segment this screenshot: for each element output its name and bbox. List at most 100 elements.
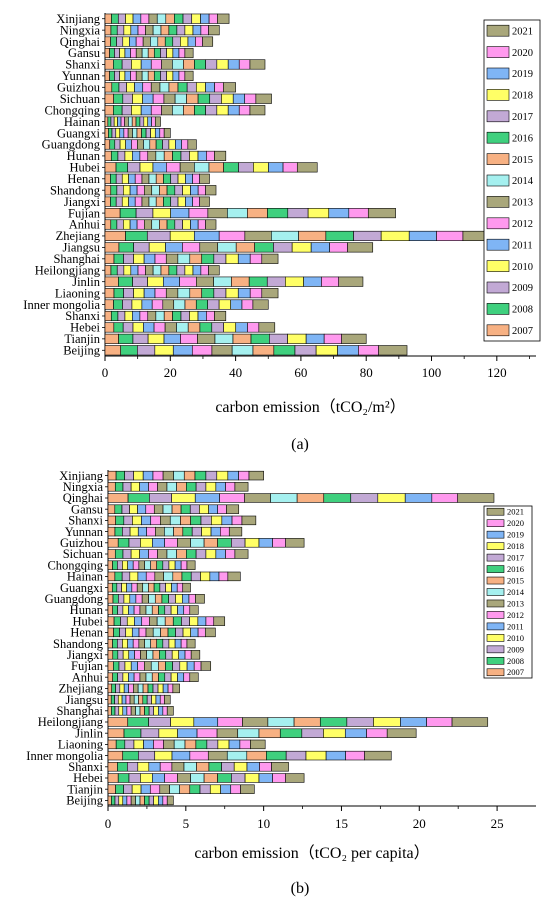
bar-segment-b-jinlin-2009 [140, 728, 160, 738]
bar-segment-b-beijing-2017 [148, 795, 154, 806]
bar-segment-b-henan-2012 [138, 627, 147, 638]
bar-segment-b-inner-mongolia-2020 [345, 750, 365, 761]
bar-segment-a-guangdong-2009 [114, 139, 121, 150]
bar-segment-a-shandong-2021 [205, 185, 217, 196]
bar-segment-a-hainan-2021 [154, 116, 161, 127]
bar-segment-b-jiangsu-2009 [114, 694, 119, 705]
bar-segment-b-inner-mongolia-2014 [226, 750, 248, 761]
bar-segment-b-liaoning-2017 [206, 739, 219, 750]
category-label-a-jiangsu: Jiangsu [63, 241, 101, 255]
bar-segment-b-shanxi-2010 [137, 762, 150, 772]
bar-segment-b-fujian-2018 [179, 661, 188, 671]
bar-segment-b-beijing-2009 [114, 795, 120, 806]
bar-segment-a-guizhou-2013 [150, 82, 161, 93]
bar-segment-b-ningxia-2009 [122, 482, 132, 492]
bar-segment-b-hubei-2020 [205, 616, 215, 626]
bar-segment-a-hubei-2019 [268, 162, 284, 173]
bar-segment-a-xinjiang-2018 [191, 13, 201, 24]
bar-segment-b-inner-mongolia-2013 [207, 750, 228, 761]
bar-segment-a-jiangxi-2018 [177, 196, 186, 207]
legend-label-a-2015: 2015 [512, 155, 533, 166]
bar-segment-b-jinlin-2007 [107, 728, 125, 738]
legend-swatch-b-2008 [486, 656, 505, 665]
bar-segment-b-ningxia-2012 [148, 482, 158, 492]
bar-segment-a-yunnan-2017 [160, 70, 167, 81]
bar-segment-b-tianjin-2012 [149, 784, 161, 794]
bar-segment-a-fujian-2018 [307, 208, 330, 219]
bar-segment-b-yunnan-2019 [210, 526, 221, 537]
bar-segment-a-henan-2017 [170, 173, 179, 184]
bar-segment-b-shanxi-2014 [169, 515, 181, 526]
legend-swatch-b-2016 [486, 565, 505, 573]
bar-segment-b-jiangsu-2007 [107, 694, 112, 705]
bar-segment-b-henan-2013 [145, 627, 154, 638]
bar-segment-b-shanghai-2010 [118, 706, 124, 716]
bar-segment-a-ningxia-2017 [176, 25, 186, 36]
bar-segment-a-gansu-2011 [124, 47, 131, 59]
bar-segment-a-ningxia-2011 [130, 25, 139, 36]
bar-segment-b-jiangsu-2011 [121, 694, 127, 705]
bar-segment-b-heilongjiang-2020 [426, 717, 453, 727]
bar-segment-b-inner-mongolia-2019 [325, 750, 346, 761]
bar-segment-b-shandong-2021 [186, 638, 196, 649]
bar-segment-b-heilongjiang-2021 [451, 717, 489, 727]
bar-segment-b-zhejiang-2015 [142, 683, 149, 694]
bar-segment-b-beijing-2021 [166, 795, 174, 806]
bar-segment-b-yunnan-2008 [114, 526, 123, 537]
bar-segment-a-hubei-2021 [296, 162, 318, 173]
bar-segment-a-liaoning-2021 [261, 288, 279, 299]
bar-segment-a-jinlin-2013 [196, 276, 214, 287]
bar-segment-a-liaoning-2018 [225, 288, 239, 299]
bar-segment-a-sichuan-2011 [142, 93, 154, 104]
bar-segment-a-chongqing-2019 [227, 105, 240, 116]
x-tick-label-b: 25 [491, 816, 504, 831]
bar-segment-b-jiangsu-2015 [138, 694, 144, 705]
bar-segment-b-xinjiang-2018 [216, 470, 229, 481]
bar-segment-b-beijing-2015 [139, 795, 145, 806]
bar-segment-b-jinlin-2013 [216, 728, 239, 738]
bar-segment-a-qinghai-2008 [110, 36, 117, 47]
bar-segment-b-henan-2017 [175, 627, 184, 638]
bar-segment-b-fujian-2007 [107, 661, 114, 671]
category-label-b-hubei: Hubei [72, 614, 103, 628]
bar-segment-b-jiangxi-2010 [122, 650, 130, 660]
bar-segment-a-jinlin-2019 [303, 276, 322, 287]
legend-label-b-2015: 2015 [507, 576, 524, 586]
x-tick-label-a: 20 [164, 365, 177, 380]
bar-segment-b-guangdong-2012 [135, 594, 143, 604]
bar-segment-b-fujian-2021 [200, 661, 212, 671]
legend-label-b-2020: 2020 [507, 518, 524, 528]
bar-segment-b-anhui-2019 [177, 672, 185, 682]
bar-segment-a-inner-mongolia-2011 [141, 299, 153, 310]
bar-segment-a-hainan-2020 [151, 116, 156, 127]
bar-segment-a-zhejiang-2009 [146, 230, 171, 241]
bar-segment-a-fujian-2012 [188, 208, 209, 219]
bar-segment-b-yunnan-2012 [146, 526, 156, 537]
category-label-b-jiangsu: Jiangsu [66, 693, 104, 707]
bar-segment-b-hainan-2020 [218, 571, 229, 582]
bar-segment-b-fujian-2016 [165, 661, 173, 671]
bar-segment-a-hainan-2010 [113, 116, 118, 127]
bar-segment-a-shanxi-2011 [140, 59, 152, 70]
bar-segment-a-henan-2021 [199, 173, 210, 184]
bar-segment-b-tianjin-2011 [140, 784, 151, 794]
bar-segment-a-anhui-2020 [197, 219, 206, 230]
bar-segment-a-jiangsu-2007 [104, 242, 120, 253]
bar-segment-b-guangxi-2009 [116, 582, 122, 593]
bar-segment-b-tianjin-2013 [159, 784, 170, 794]
bar-segment-a-chongqing-2012 [150, 105, 162, 116]
bar-segment-b-guizhou-2012 [164, 538, 178, 548]
bar-segment-a-xinjiang-2013 [148, 13, 158, 24]
bar-segment-a-yunnan-2019 [172, 70, 180, 81]
bar-segment-a-guizhou-2014 [159, 82, 170, 93]
bar-segment-a-inner-mongolia-2018 [218, 299, 232, 310]
bar-segment-b-jiangsu-2020 [159, 694, 165, 705]
bar-segment-b-guangxi-2021 [182, 582, 191, 593]
bar-segment-b-shanxi-2017 [221, 762, 235, 772]
x-tick-label-b: 15 [335, 816, 348, 831]
bar-segment-a-anhui-2018 [182, 219, 191, 230]
legend-swatch-b-2013 [486, 599, 505, 608]
category-label-a-jiangxi: Jiangxi [64, 195, 101, 209]
bar-segment-a-hainan-2016 [135, 116, 141, 127]
bar-segment-b-guangdong-2011 [129, 594, 137, 604]
